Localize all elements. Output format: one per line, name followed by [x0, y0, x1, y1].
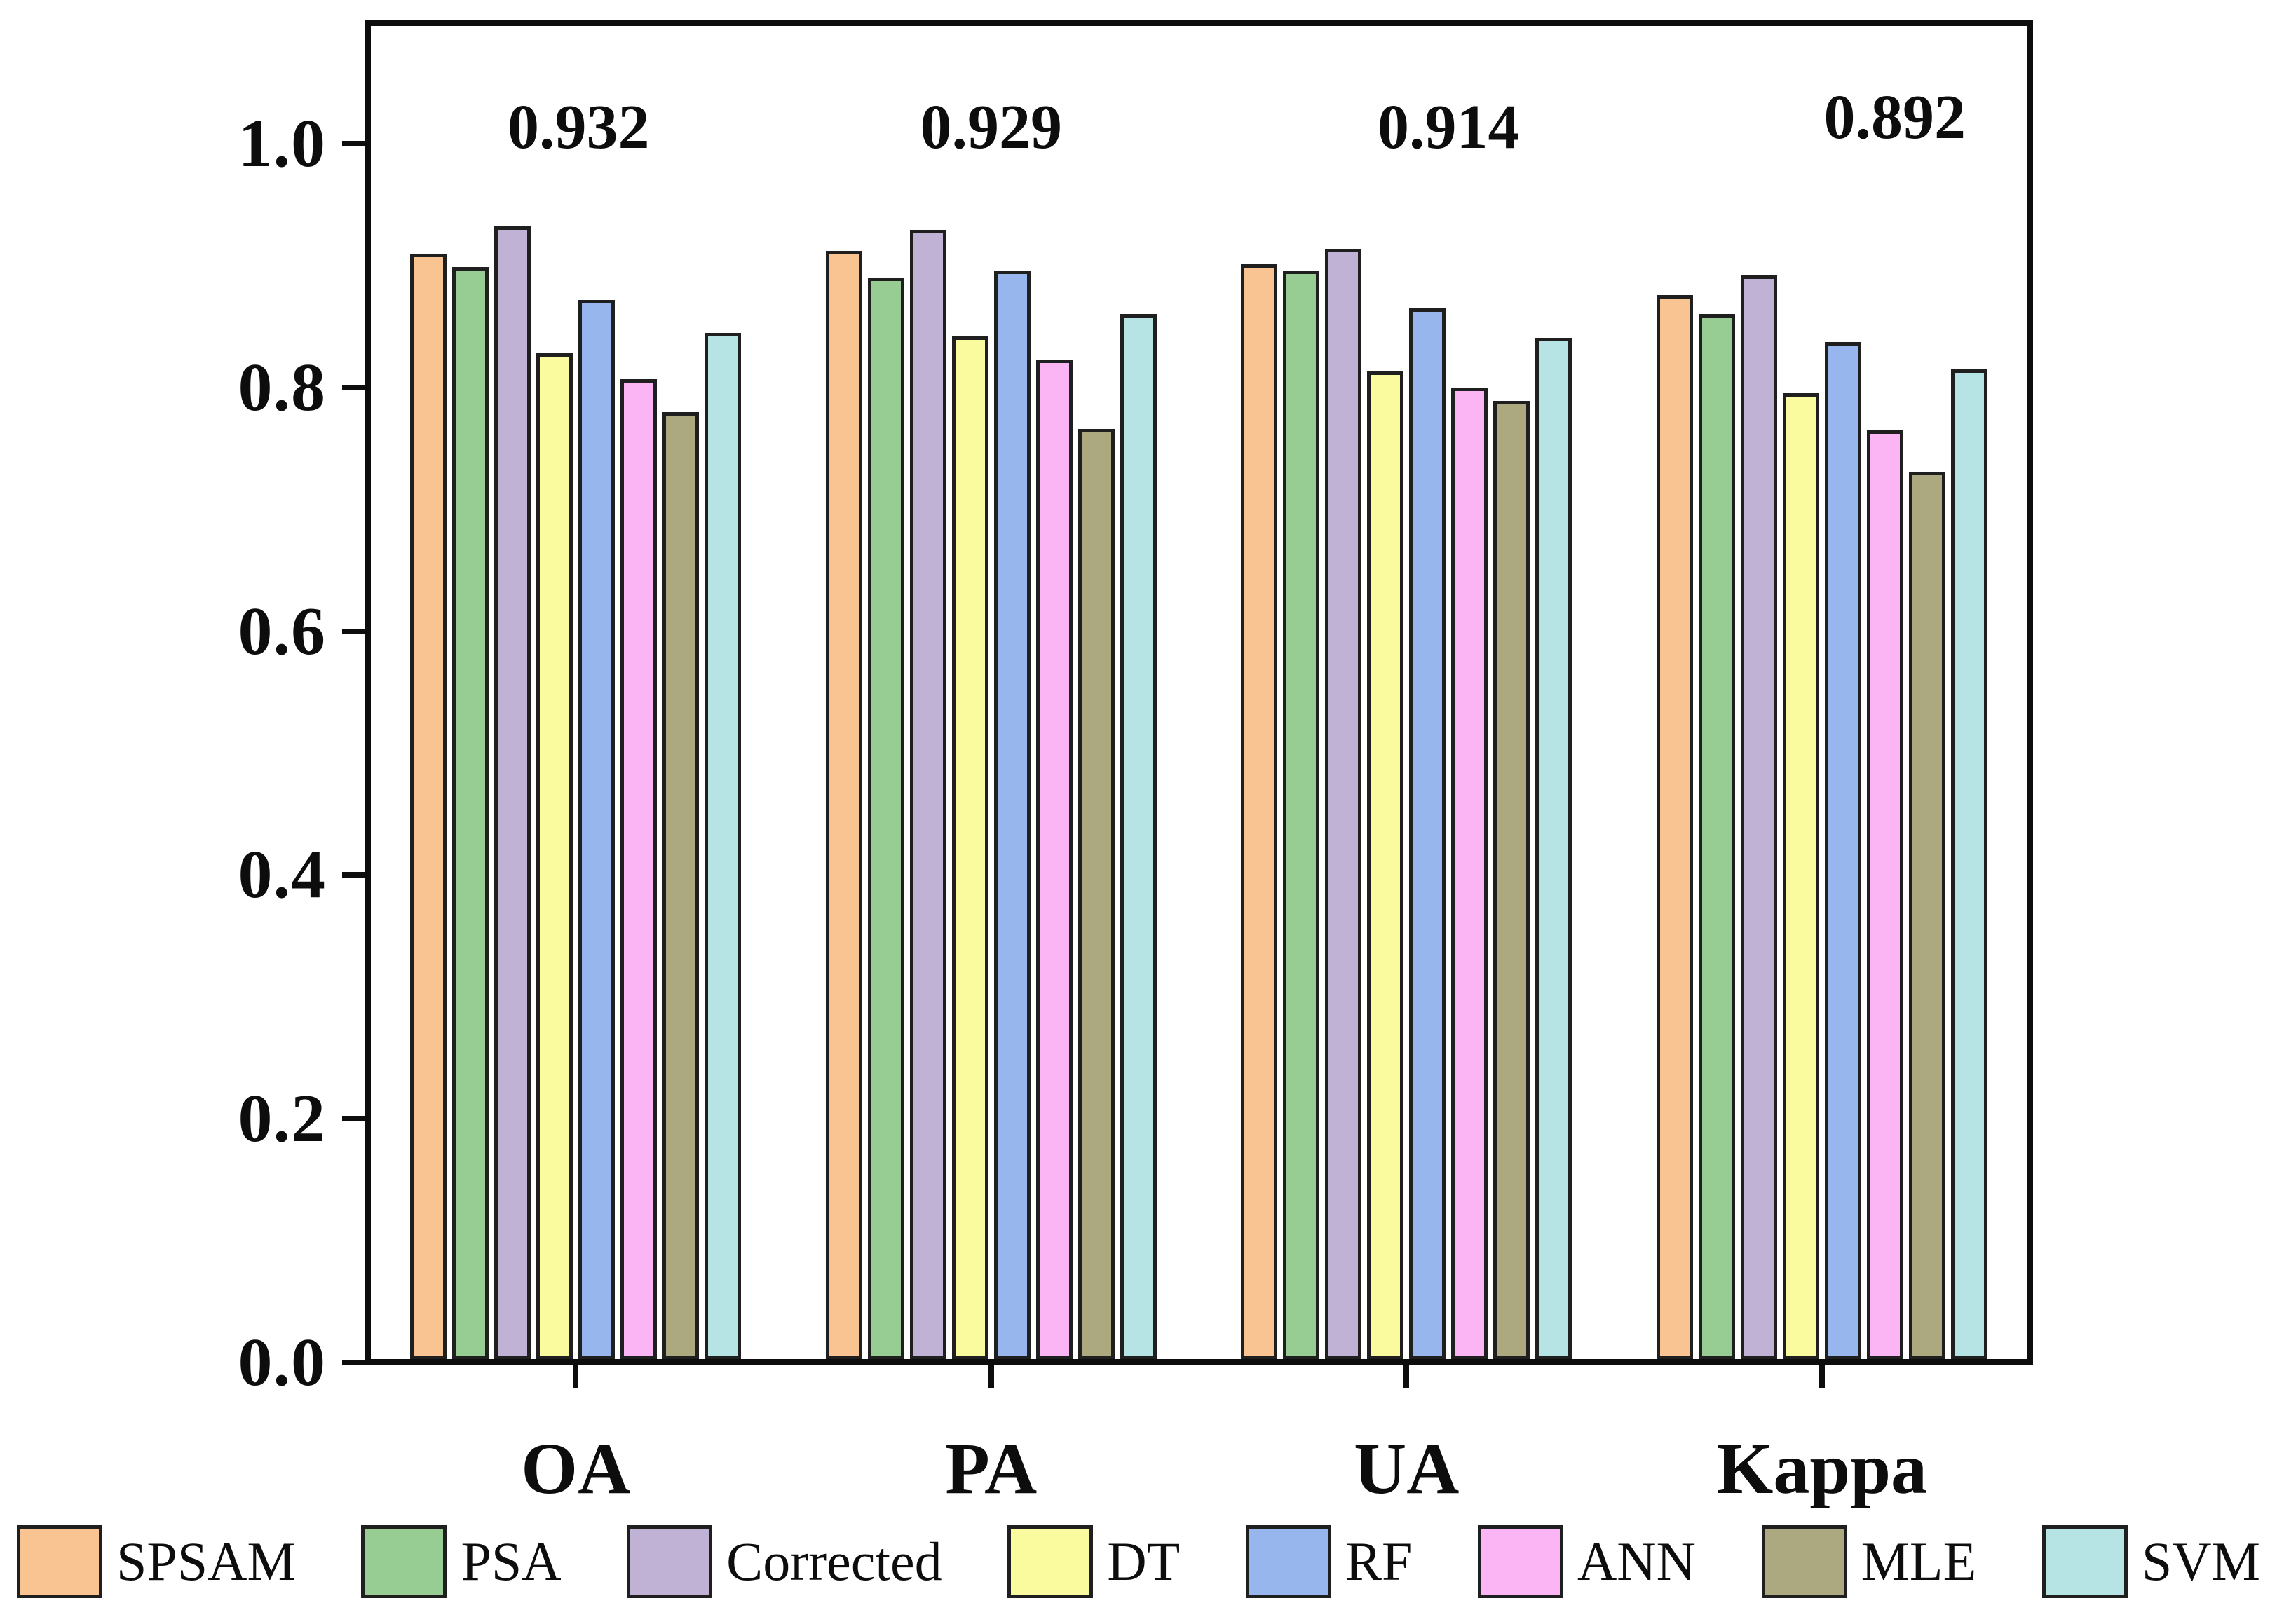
bar-PA-RF — [993, 270, 1031, 1359]
annotation-Kappa: 0.892 — [1823, 83, 1966, 152]
y-tick-0.0 — [342, 1360, 366, 1365]
bar-PA-ANN — [1035, 359, 1073, 1359]
legend-swatch-SVM — [2041, 1525, 2128, 1598]
legend-label-Corrected: Corrected — [726, 1531, 942, 1592]
legend-swatch-MLE — [1761, 1525, 1847, 1598]
bar-PA-Corrected — [909, 230, 946, 1359]
bar-PA-SPSAM — [825, 251, 862, 1359]
bar-OA-DT — [536, 353, 573, 1359]
bar-OA-ANN — [620, 378, 658, 1359]
bar-Kappa-Corrected — [1740, 275, 1777, 1359]
x-tick-PA — [988, 1365, 994, 1388]
bar-UA-SPSAM — [1241, 264, 1278, 1359]
legend-label-SPSAM: SPSAM — [116, 1531, 296, 1592]
bar-PA-DT — [951, 336, 988, 1359]
annotation-PA: 0.929 — [920, 93, 1063, 162]
y-tick-0.4 — [342, 872, 366, 878]
bar-UA-MLE — [1493, 400, 1530, 1359]
y-tick-label-1.0: 1.0 — [238, 106, 326, 182]
legend-label-DT: DT — [1107, 1531, 1181, 1592]
legend-swatch-SPSAM — [17, 1525, 102, 1598]
legend-item-SPSAM: SPSAM — [17, 1525, 296, 1598]
bar-PA-MLE — [1078, 428, 1115, 1359]
x-axis-label-Kappa: Kappa — [1716, 1428, 1928, 1509]
annotation-OA: 0.932 — [508, 93, 650, 162]
bar-PA-SVM — [1120, 314, 1157, 1359]
x-tick-Kappa — [1819, 1365, 1825, 1388]
legend-swatch-Corrected — [627, 1525, 713, 1598]
bar-OA-SVM — [705, 332, 742, 1359]
legend: SPSAM PSA Corrected DT RF ANN MLE SVM — [17, 1520, 2260, 1604]
legend-label-PSA: PSA — [461, 1531, 562, 1592]
x-axis-label-PA: PA — [945, 1428, 1038, 1509]
bar-UA-ANN — [1451, 387, 1488, 1359]
y-tick-label-0.0: 0.0 — [238, 1325, 326, 1400]
legend-label-SVM: SVM — [2141, 1531, 2260, 1592]
bar-OA-MLE — [662, 411, 700, 1359]
bar-Kappa-MLE — [1908, 471, 1945, 1359]
bar-OA-PSA — [452, 266, 489, 1359]
y-tick-0.8 — [342, 384, 366, 390]
bar-UA-Corrected — [1325, 248, 1362, 1359]
legend-swatch-RF — [1245, 1525, 1331, 1598]
legend-item-ANN: ANN — [1477, 1525, 1696, 1598]
bar-Kappa-PSA — [1698, 314, 1735, 1359]
bar-UA-DT — [1367, 371, 1404, 1359]
y-tick-label-0.8: 0.8 — [238, 349, 326, 425]
annotation-UA: 0.914 — [1378, 93, 1520, 162]
y-tick-label-0.4: 0.4 — [238, 837, 326, 913]
legend-swatch-DT — [1007, 1525, 1094, 1598]
bar-UA-SVM — [1535, 337, 1572, 1359]
bar-Kappa-RF — [1824, 342, 1861, 1359]
legend-item-PSA: PSA — [361, 1525, 562, 1598]
legend-label-MLE: MLE — [1861, 1531, 1977, 1592]
x-tick-OA — [573, 1365, 579, 1388]
bar-Kappa-ANN — [1866, 430, 1903, 1359]
legend-label-RF: RF — [1345, 1531, 1413, 1592]
legend-item-RF: RF — [1245, 1525, 1413, 1598]
x-tick-UA — [1403, 1365, 1410, 1388]
legend-item-MLE: MLE — [1761, 1525, 1977, 1598]
y-tick-0.6 — [342, 628, 366, 634]
legend-item-DT: DT — [1007, 1525, 1180, 1598]
x-axis-label-OA: OA — [521, 1428, 631, 1509]
legend-label-ANN: ANN — [1577, 1531, 1696, 1592]
bar-UA-PSA — [1283, 270, 1320, 1359]
bar-Kappa-SVM — [1950, 369, 1987, 1359]
y-tick-label-0.6: 0.6 — [238, 593, 326, 669]
bar-OA-SPSAM — [410, 253, 447, 1359]
legend-item-SVM: SVM — [2041, 1525, 2260, 1598]
bar-PA-PSA — [867, 278, 904, 1359]
y-tick-0.2 — [342, 1116, 366, 1122]
bar-OA-RF — [578, 299, 616, 1359]
y-tick-1.0 — [342, 141, 366, 146]
legend-swatch-ANN — [1477, 1525, 1563, 1598]
y-tick-label-0.2: 0.2 — [238, 1081, 326, 1157]
bar-UA-RF — [1409, 308, 1446, 1359]
legend-swatch-PSA — [361, 1525, 447, 1598]
bar-Kappa-SPSAM — [1656, 294, 1693, 1359]
bar-OA-Corrected — [494, 226, 531, 1359]
legend-item-Corrected: Corrected — [627, 1525, 942, 1598]
bar-Kappa-DT — [1782, 393, 1819, 1359]
x-axis-label-UA: UA — [1354, 1428, 1460, 1509]
